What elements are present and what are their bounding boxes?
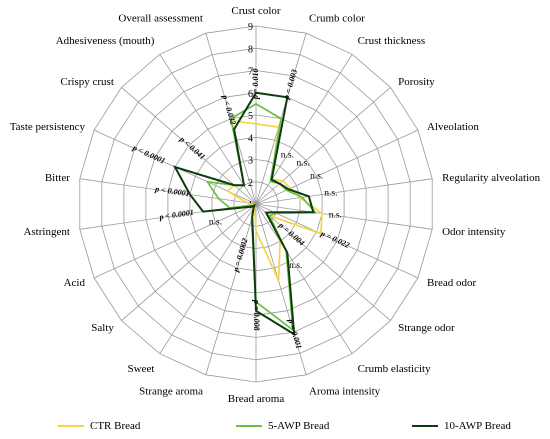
grid-spoke-9 xyxy=(255,203,353,354)
annotation-11: p = 0.008 xyxy=(252,299,261,331)
annotation-2: n.s. xyxy=(281,150,294,160)
radar-grid xyxy=(79,25,433,383)
axis-label-20: Adhesiveness (mouth) xyxy=(56,35,155,47)
annotation-1: p = 0.003 xyxy=(282,68,300,101)
annotation-10: p = 0.001 xyxy=(286,317,304,350)
axis-label-4: Alveolation xyxy=(427,121,479,133)
grid-spoke-3 xyxy=(255,87,391,205)
tick-label-5: 5 xyxy=(248,111,253,122)
annotation-4: n.s. xyxy=(310,171,323,181)
tick-label-7: 7 xyxy=(248,67,253,78)
axis-label-6: Odor intensity xyxy=(442,226,506,238)
tick-label-4: 4 xyxy=(248,133,253,144)
legend-swatch-5awp xyxy=(236,425,262,427)
tick-label-9: 9 xyxy=(248,22,253,33)
grid-spoke-13 xyxy=(159,203,257,354)
legend-item-10awp: 10-AWP Bread xyxy=(412,420,511,432)
annotation-18: p < 0.032 xyxy=(220,93,238,126)
axis-label-21: Overall assessment xyxy=(118,13,203,25)
grid-spoke-7 xyxy=(255,203,419,279)
grid-spoke-20 xyxy=(159,54,257,205)
annotation-17: p < 0.041 xyxy=(177,134,207,161)
annotation-5: n.s. xyxy=(324,188,337,198)
axis-label-11: Bread aroma xyxy=(228,393,285,405)
annotation-7: p = 0.022 xyxy=(318,229,350,250)
annotation-16: p < 0.0001 xyxy=(130,143,166,166)
legend-swatch-ctr xyxy=(58,425,84,427)
axis-label-7: Bread odor xyxy=(427,277,477,289)
legend-swatch-10awp xyxy=(412,425,438,427)
axis-label-19: Crispy crust xyxy=(60,76,113,88)
legend: CTR Bread 5-AWP Bread 10-AWP Bread xyxy=(0,420,550,439)
axis-label-5: Regularity alveolation xyxy=(442,172,541,184)
grid-spoke-8 xyxy=(255,203,391,321)
axis-label-15: Acid xyxy=(64,277,86,289)
annotation-6: n.s. xyxy=(329,211,342,221)
significance-annotations: p = 0.010 p = 0.003n.s.n.s.n.s.n.s.n.s.p … xyxy=(130,68,350,350)
axis-label-18: Taste persistency xyxy=(10,121,86,133)
annotation-3: n.s. xyxy=(296,158,309,168)
radar-series xyxy=(172,91,323,337)
annotation-9: n.s. xyxy=(289,261,302,271)
tick-label-8: 8 xyxy=(248,44,253,55)
axis-label-14: Salty xyxy=(91,322,114,334)
grid-spoke-15 xyxy=(93,203,257,279)
grid-spoke-14 xyxy=(121,203,257,321)
grid-spoke-17 xyxy=(79,178,257,205)
annotation-14: p < 0.0001 xyxy=(158,208,194,222)
axis-label-1: Crumb color xyxy=(309,13,365,25)
axis-label-16: Astringent xyxy=(23,226,69,238)
tick-label-6: 6 xyxy=(248,89,253,100)
axis-label-17: Bitter xyxy=(45,172,70,184)
axis-label-2: Crust thickness xyxy=(358,35,426,47)
legend-item-ctr: CTR Bread xyxy=(58,420,140,432)
axis-label-10: Aroma intensity xyxy=(309,385,381,397)
annotation-12: p = 0.0002 xyxy=(231,237,250,274)
axis-label-8: Strange odor xyxy=(398,322,455,334)
annotation-13: n.s. xyxy=(209,218,222,228)
legend-label-ctr: CTR Bread xyxy=(90,420,141,432)
legend-label-10awp: 10-AWP Bread xyxy=(444,420,511,432)
axis-label-12: Strange aroma xyxy=(139,385,203,397)
grid-spoke-4 xyxy=(255,129,419,205)
axis-label-9: Crumb elasticity xyxy=(358,363,432,375)
grid-spoke-12 xyxy=(205,203,257,375)
axis-labels: Crust color Crumb color Crust thickness Por… xyxy=(10,5,541,405)
axis-label-0: Crust color xyxy=(231,5,281,17)
tick-label-3: 3 xyxy=(248,156,253,167)
legend-item-5awp: 5-AWP Bread xyxy=(236,420,329,432)
grid-spoke-5 xyxy=(255,178,433,205)
annotation-0: p = 0.010 xyxy=(251,69,260,101)
axis-label-3: Porosity xyxy=(398,76,435,88)
grid-spoke-6 xyxy=(255,203,433,230)
legend-label-5awp: 5-AWP Bread xyxy=(268,420,330,432)
tick-label-2: 2 xyxy=(248,178,253,189)
grid-spoke-10 xyxy=(255,203,307,375)
axis-label-13: Sweet xyxy=(128,363,155,375)
